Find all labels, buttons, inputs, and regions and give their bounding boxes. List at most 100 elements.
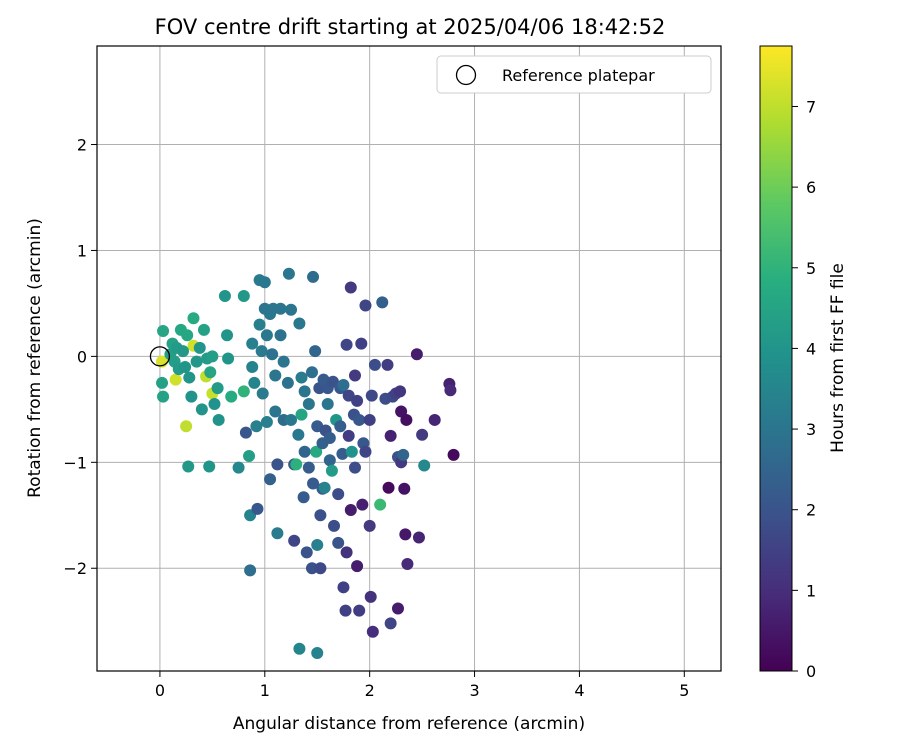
data-point [250, 420, 263, 433]
data-point [187, 312, 200, 325]
data-point [325, 464, 338, 477]
y-tick-label: −2 [63, 559, 87, 578]
data-point [323, 431, 336, 444]
data-point [285, 303, 298, 316]
data-point [193, 341, 206, 354]
data-point [374, 498, 387, 511]
colorbar-tick-label: 2 [806, 501, 816, 520]
data-point [180, 420, 193, 433]
data-point [190, 355, 203, 368]
data-point [353, 413, 366, 426]
data-point [157, 390, 170, 403]
legend-label: Reference platepar [502, 66, 655, 85]
colorbar-tick-label: 0 [806, 662, 816, 681]
data-point [381, 358, 394, 371]
data-point [342, 429, 355, 442]
data-point [253, 318, 266, 331]
data-point [298, 445, 311, 458]
data-point [311, 538, 324, 551]
data-point [384, 617, 397, 630]
data-point [416, 428, 429, 441]
data-point [384, 429, 397, 442]
data-point [176, 345, 189, 358]
data-point [157, 324, 170, 337]
data-point [353, 604, 366, 617]
colorbar-tick-label: 6 [806, 178, 816, 197]
colorbar-ticks: 0 1 2 3 4 5 6 7 [792, 97, 816, 681]
data-point [288, 534, 301, 547]
data-point [246, 360, 259, 373]
data-point [351, 560, 364, 573]
data-point [307, 477, 320, 490]
data-point [309, 345, 322, 358]
plot-frame [96, 45, 722, 672]
data-point [399, 528, 412, 541]
data-point [318, 481, 331, 494]
data-point [258, 276, 271, 289]
data-point [302, 398, 315, 411]
data-point [292, 428, 305, 441]
data-point [305, 562, 318, 575]
data-point [271, 527, 284, 540]
data-point [363, 413, 376, 426]
colorbar-tick-label: 3 [806, 420, 816, 439]
data-point [185, 390, 198, 403]
data-point [340, 338, 353, 351]
data-point [410, 348, 423, 361]
colorbar-tick-label: 4 [806, 339, 816, 358]
y-axis-label: Rotation from reference (arcmin) [25, 218, 45, 498]
data-point [314, 509, 327, 522]
data-point [237, 385, 250, 398]
data-point [401, 558, 414, 571]
data-point [337, 378, 350, 391]
data-point [248, 376, 261, 389]
colorbar-label: Hours from first FF file [828, 263, 848, 453]
data-point [271, 458, 284, 471]
data-point [232, 461, 245, 474]
data-point [336, 447, 349, 460]
data-point [221, 329, 234, 342]
data-point [212, 413, 225, 426]
data-point [285, 413, 298, 426]
y-tick-label: 2 [77, 136, 87, 155]
data-point [295, 371, 308, 384]
data-points [156, 267, 460, 659]
data-point [394, 385, 407, 398]
x-tick-label: 3 [469, 681, 479, 700]
data-point [339, 604, 352, 617]
legend-box [436, 55, 712, 94]
data-point [181, 329, 194, 342]
data-point [218, 290, 231, 302]
chart-title: FOV centre drift starting at 2025/04/06 … [155, 15, 666, 39]
data-point [348, 369, 361, 382]
y-tick-label: −1 [63, 453, 87, 472]
data-point [332, 536, 345, 549]
data-point [260, 416, 273, 429]
data-point [208, 398, 221, 411]
data-point [428, 413, 441, 426]
data-point [183, 371, 196, 384]
data-point [269, 405, 282, 418]
data-point [348, 461, 361, 474]
data-point [277, 355, 290, 368]
data-point [222, 352, 235, 365]
x-axis-ticks: 0 1 2 3 4 5 [155, 671, 689, 700]
data-point [337, 581, 350, 594]
data-point [305, 366, 318, 379]
data-point [256, 387, 269, 400]
x-axis-label: Angular distance from reference (arcmin) [233, 714, 585, 734]
data-point [328, 519, 341, 532]
data-point [310, 445, 323, 458]
data-point [197, 323, 210, 336]
data-point [179, 360, 192, 373]
data-point [290, 458, 303, 471]
data-point [345, 445, 358, 458]
data-point [274, 302, 287, 315]
x-tick-label: 4 [574, 681, 584, 700]
data-point [398, 482, 411, 495]
colorbar-tick-label: 5 [806, 259, 816, 278]
data-point [412, 531, 425, 544]
data-point [266, 348, 279, 361]
data-point [156, 376, 169, 389]
